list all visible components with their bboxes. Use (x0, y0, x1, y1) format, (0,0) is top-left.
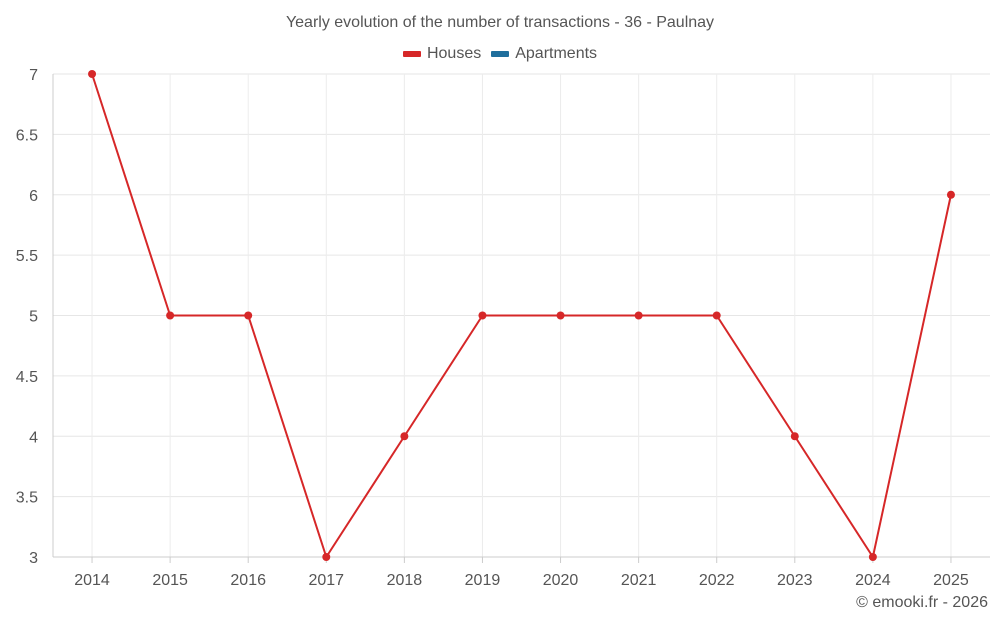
x-tick-label: 2021 (621, 572, 657, 589)
plot-area (88, 70, 955, 561)
y-tick-label: 5 (29, 309, 38, 326)
legend-swatch-houses (402, 51, 421, 57)
x-tick-label: 2025 (933, 572, 969, 589)
y-tick-label: 7 (29, 67, 38, 84)
x-axis: 2014 2015 2016 2017 2018 2019 2020 2021 2022 2023… (53, 556, 990, 589)
x-tick-label: 2018 (387, 572, 423, 589)
y-tick-label: 4 (29, 429, 38, 446)
legend-item-houses[interactable]: Houses (402, 45, 482, 63)
x-tick-label: 2016 (230, 572, 266, 589)
x-tick-label: 2020 (543, 572, 579, 589)
data-point-houses[interactable] (88, 70, 97, 78)
y-tick-label: 5.5 (16, 248, 38, 265)
legend-label-houses: Houses (426, 45, 482, 62)
data-point-houses[interactable] (166, 311, 175, 320)
y-tick-label: 6.5 (16, 127, 38, 144)
data-point-houses[interactable] (790, 432, 799, 441)
chart-title: Yearly evolution of the number of transa… (285, 14, 715, 31)
legend-label-apartments: Apartments (515, 45, 598, 62)
data-point-houses[interactable] (712, 311, 721, 320)
data-point-houses[interactable] (634, 311, 643, 320)
data-point-houses[interactable] (400, 432, 409, 441)
legend-swatch-apartments (491, 51, 510, 57)
credit: © emooki.fr - 2026 (856, 594, 988, 611)
data-point-houses[interactable] (946, 190, 955, 199)
y-tick-label: 3.5 (16, 490, 38, 507)
y-tick-label: 3 (29, 550, 38, 567)
x-tick-label: 2015 (152, 572, 188, 589)
data-point-houses[interactable] (478, 311, 487, 320)
legend: Houses Apartments (0, 45, 1000, 63)
data-point-houses[interactable] (868, 553, 877, 561)
y-tick-label: 6 (29, 188, 38, 205)
y-tick-label: 4.5 (16, 369, 38, 386)
legend-item-apartments[interactable]: Apartments (491, 45, 597, 63)
y-axis: 3 3.5 4 4.5 5 5.5 6 6.5 7 (16, 67, 54, 567)
data-point-houses[interactable] (244, 311, 253, 320)
x-tick-label: 2022 (699, 572, 735, 589)
data-point-houses[interactable] (322, 553, 331, 561)
x-tick-label: 2017 (308, 572, 344, 589)
x-tick-label: 2024 (855, 572, 891, 589)
series-line-houses (91, 73, 952, 558)
x-tick-label: 2019 (465, 572, 501, 589)
x-tick-label: 2023 (777, 572, 813, 589)
data-point-houses[interactable] (556, 311, 565, 320)
x-tick-label: 2014 (74, 572, 110, 589)
